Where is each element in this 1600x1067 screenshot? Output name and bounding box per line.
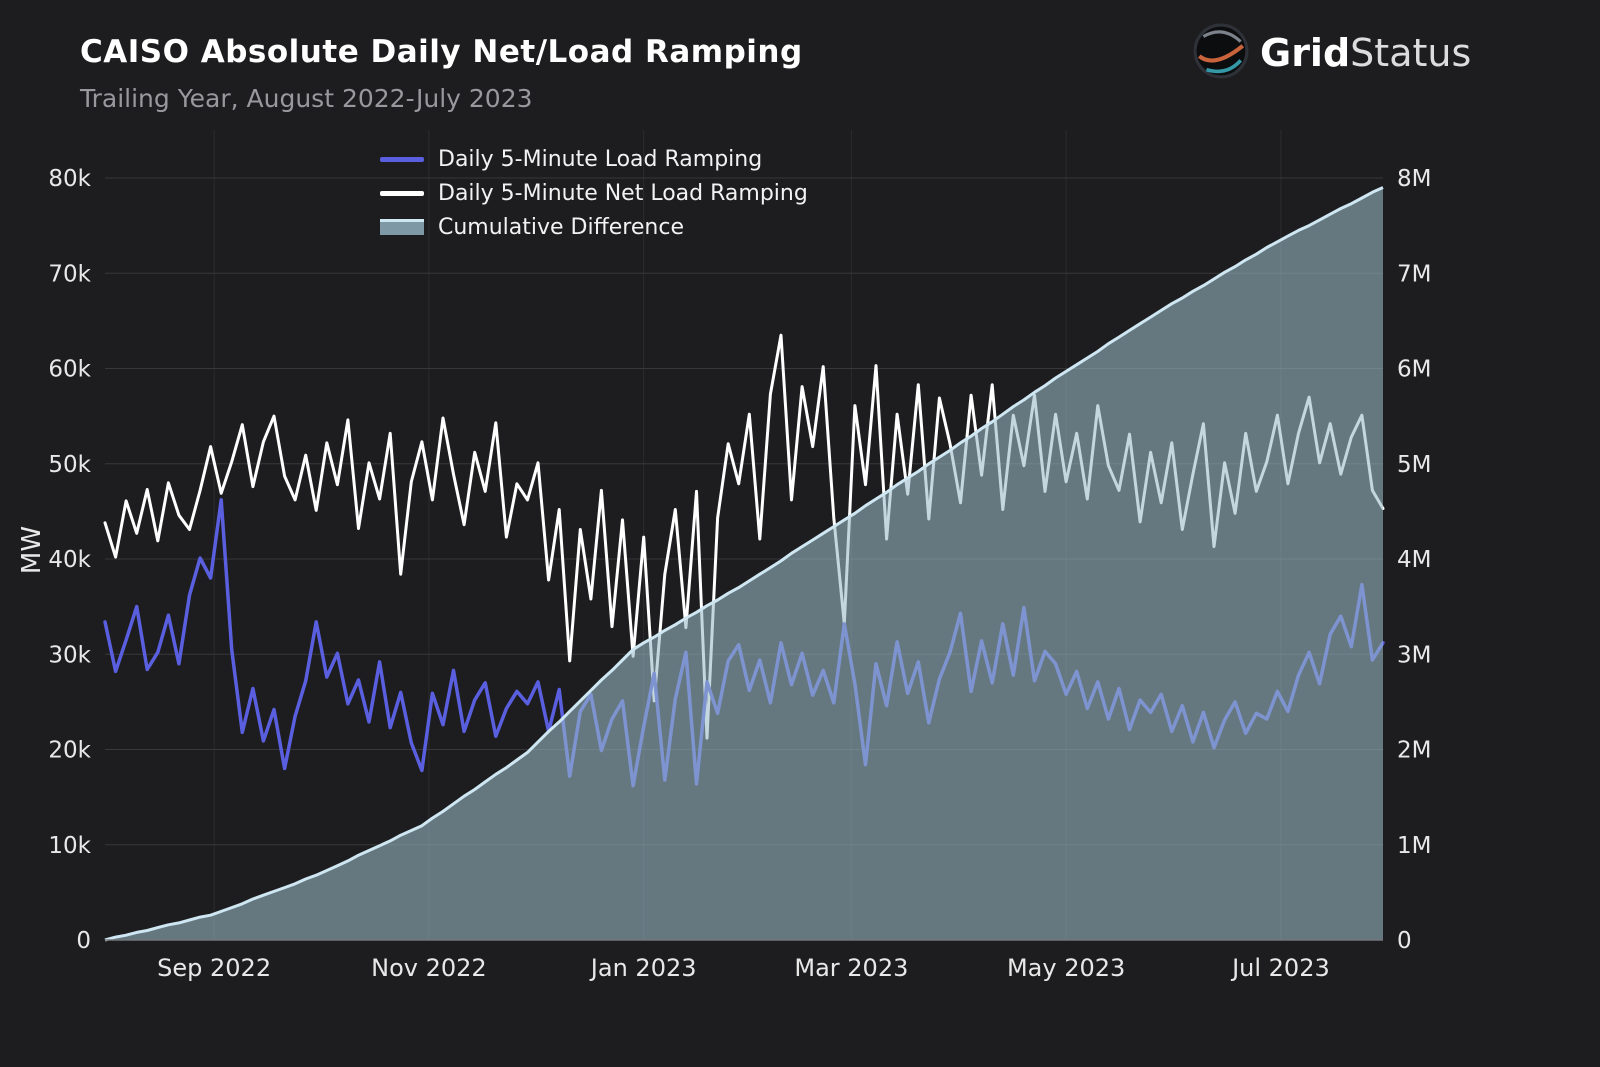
x-tick-label: Jul 2023 [1230, 954, 1330, 982]
x-tick-label: May 2023 [1007, 954, 1125, 982]
y-right-tick-label: 4M [1397, 547, 1431, 573]
y-left-tick-label: 50k [48, 452, 91, 478]
cumulative-difference-line [104, 186, 1384, 942]
legend-item-net-load-ramping[interactable]: Daily 5-Minute Net Load Ramping [380, 180, 808, 206]
y-axis-title: MW [17, 525, 47, 575]
legend-label-net: Daily 5-Minute Net Load Ramping [438, 180, 808, 206]
brand-status: Status [1350, 31, 1472, 75]
y-right-tick-label: 0 [1397, 928, 1412, 954]
y-left-tick-label: 40k [48, 547, 91, 573]
x-tick-label: Jan 2023 [589, 954, 697, 982]
x-tick-label: Mar 2023 [794, 954, 908, 982]
y-left-tick-label: 30k [48, 642, 91, 668]
page-subtitle: Trailing Year, August 2022-July 2023 [80, 84, 533, 113]
legend-swatch-cumulative [380, 219, 424, 235]
y-right-tick-label: 5M [1397, 452, 1431, 478]
y-right-tick-label: 8M [1397, 166, 1431, 192]
brand-grid: Grid [1260, 31, 1351, 75]
cumulative-difference-area [105, 187, 1383, 940]
legend-swatch-net [380, 190, 424, 196]
gridstatus-logo-icon [1192, 22, 1250, 84]
y-left-tick-label: 20k [48, 738, 91, 764]
x-tick-label: Nov 2022 [371, 954, 487, 982]
legend-item-load-ramping[interactable]: Daily 5-Minute Load Ramping [380, 146, 808, 172]
gridstatus-brand: GridStatus [1192, 22, 1471, 84]
legend-label-load: Daily 5-Minute Load Ramping [438, 146, 763, 172]
y-left-tick-label: 60k [48, 357, 91, 383]
y-left-tick-label: 70k [48, 261, 91, 287]
y-right-tick-label: 7M [1397, 261, 1431, 287]
y-right-tick-label: 2M [1397, 738, 1431, 764]
y-left-tick-label: 0 [76, 928, 91, 954]
brand-text: GridStatus [1260, 31, 1471, 75]
y-left-tick-label: 10k [48, 833, 91, 859]
chart-legend: Daily 5-Minute Load Ramping Daily 5-Minu… [380, 146, 808, 240]
legend-swatch-load [380, 156, 424, 162]
y-right-tick-label: 6M [1397, 357, 1431, 383]
page-title: CAISO Absolute Daily Net/Load Ramping [80, 34, 803, 70]
legend-label-cumulative: Cumulative Difference [438, 214, 684, 240]
legend-item-cumulative-difference[interactable]: Cumulative Difference [380, 214, 808, 240]
x-tick-label: Sep 2022 [157, 954, 271, 982]
y-left-tick-label: 80k [48, 166, 91, 192]
y-right-tick-label: 3M [1397, 642, 1431, 668]
y-right-tick-label: 1M [1397, 833, 1431, 859]
